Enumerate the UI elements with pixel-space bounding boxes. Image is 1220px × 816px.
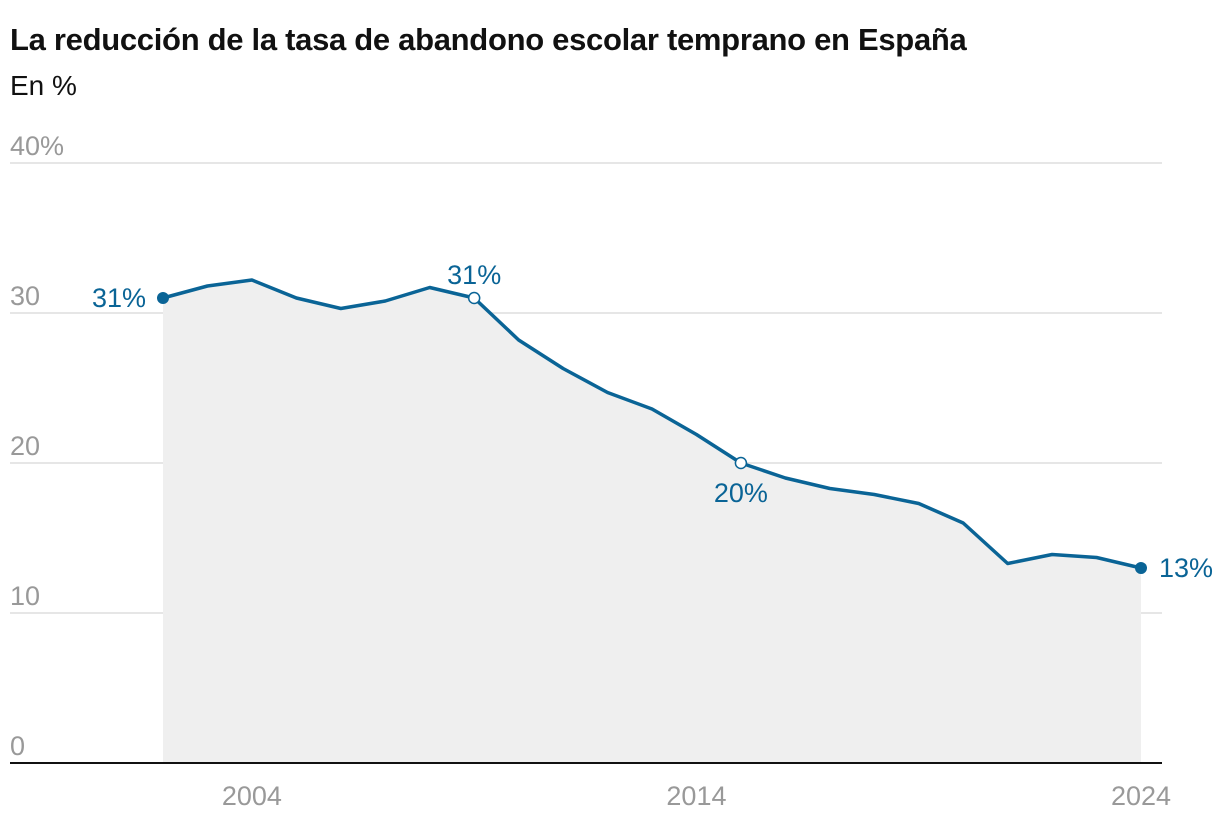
data-point-2022 [1050, 553, 1054, 557]
data-point-2004 [250, 278, 254, 282]
data-point-2018 [872, 493, 876, 497]
y-tick-label-40: 40% [10, 131, 64, 161]
annotations: 31% 31% 20% 13% [92, 260, 1213, 583]
data-point-2021 [1006, 562, 1010, 566]
annotation-label-2015: 20% [714, 478, 768, 508]
data-point-2020 [961, 521, 965, 525]
data-point-2019 [917, 502, 921, 506]
data-point-2016 [783, 476, 787, 480]
area-fill [163, 280, 1141, 763]
annotation-marker-2024 [1135, 562, 1147, 574]
x-axis-ticks: 2004 2014 2024 [222, 781, 1171, 811]
data-point-2006 [339, 307, 343, 311]
chart-title: La reducción de la tasa de abandono esco… [10, 22, 967, 57]
annotation-label-2024: 13% [1159, 553, 1213, 583]
y-axis-ticks: 0 10 20 30 40% [10, 131, 64, 761]
annotation-label-2009: 31% [447, 260, 501, 290]
annotation-marker-2015 [734, 456, 748, 470]
data-point-2017 [828, 487, 832, 491]
data-point-2008 [428, 286, 432, 290]
chart-subtitle: En % [10, 70, 77, 101]
data-point-2011 [561, 367, 565, 371]
annotation-marker-2002 [157, 292, 169, 304]
data-point-2007 [383, 299, 387, 303]
data-point-2005 [294, 296, 298, 300]
annotation-marker-2009 [467, 291, 481, 305]
annotation-label-2002: 31% [92, 283, 146, 313]
data-point-2013 [650, 407, 654, 411]
data-point-2010 [517, 338, 521, 342]
y-tick-label-30: 30 [10, 281, 40, 311]
series-line [161, 278, 1143, 570]
data-point-2014 [694, 433, 698, 437]
x-tick-label-2004: 2004 [222, 781, 282, 811]
y-tick-label-10: 10 [10, 581, 40, 611]
y-tick-label-0: 0 [10, 731, 25, 761]
x-tick-label-2024: 2024 [1111, 781, 1171, 811]
area-fill-layer [163, 280, 1141, 763]
data-point-2023 [1095, 556, 1099, 560]
data-point-2012 [606, 391, 610, 395]
x-tick-label-2014: 2014 [666, 781, 726, 811]
series-line-layer [161, 278, 1143, 570]
y-tick-label-20: 20 [10, 431, 40, 461]
data-point-2003 [205, 284, 209, 288]
